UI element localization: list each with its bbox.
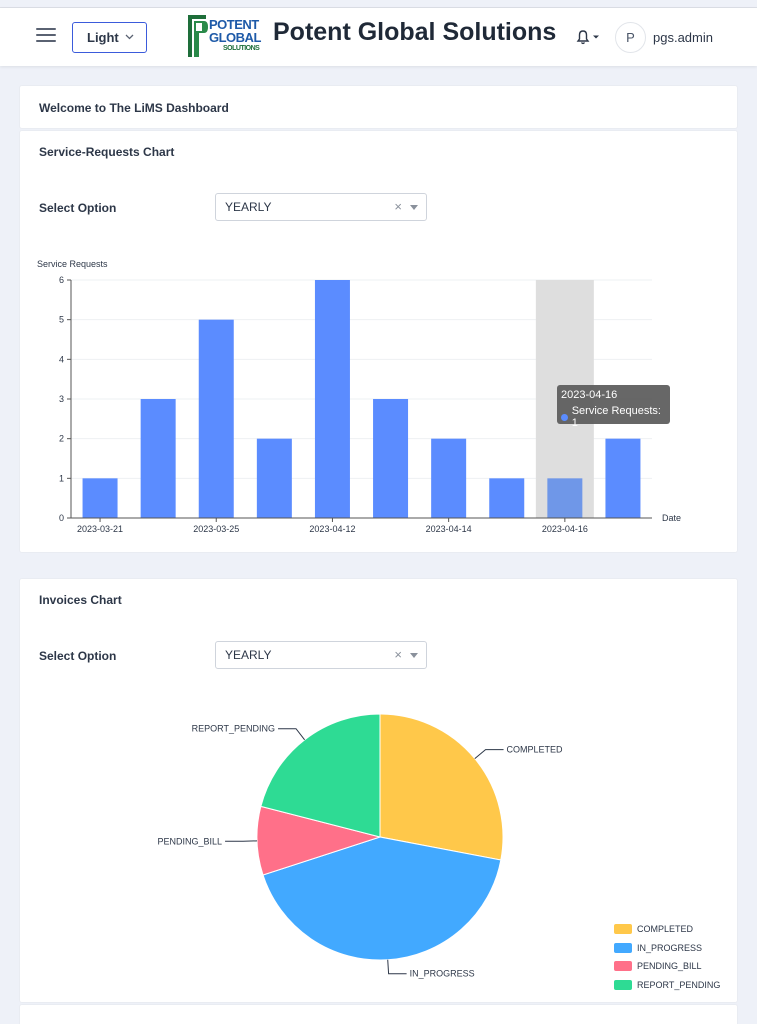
service-requests-card: Service-Requests Chart Select Option YEA… bbox=[19, 130, 738, 553]
theme-label: Light bbox=[87, 30, 119, 45]
legend-item[interactable]: IN_PROGRESS bbox=[614, 939, 720, 958]
y-tick-label: 0 bbox=[59, 513, 64, 523]
bar bbox=[373, 399, 409, 518]
invoice-select-value: YEARLY bbox=[225, 648, 272, 662]
dropdown-caret-icon[interactable] bbox=[410, 653, 418, 658]
y-tick-label: 4 bbox=[59, 354, 64, 364]
bar bbox=[198, 319, 234, 518]
dropdown-caret-icon[interactable] bbox=[410, 205, 418, 210]
notification-bell-icon[interactable] bbox=[575, 28, 603, 46]
legend-swatch bbox=[614, 942, 632, 953]
legend-label: COMPLETED bbox=[637, 924, 694, 935]
bar bbox=[140, 399, 176, 518]
x-tick-label: 2023-03-21 bbox=[77, 524, 123, 534]
pie-label-leader bbox=[278, 728, 306, 741]
app-header: Light POTENT GLOBAL SOLUTIONS Potent Glo… bbox=[0, 8, 757, 66]
pie-label: REPORT_PENDING bbox=[192, 724, 275, 734]
logo-line-2: GLOBAL bbox=[209, 30, 261, 45]
service-period-select[interactable]: YEARLY × bbox=[215, 193, 427, 221]
y-tick-label: 3 bbox=[59, 394, 64, 404]
service-requests-bar-chart: Service Requests 0 1 2 3 4 5 6 2023-03-21 2023-03… bbox=[37, 259, 681, 534]
x-tick-label: 2023-04-12 bbox=[309, 524, 355, 534]
next-card bbox=[19, 1004, 738, 1024]
bar bbox=[547, 478, 583, 518]
chevron-down-icon bbox=[125, 34, 134, 40]
pie-label: COMPLETED bbox=[507, 745, 564, 755]
x-axis-title: Date bbox=[662, 513, 681, 523]
x-tick-label: 2023-04-14 bbox=[426, 524, 472, 534]
legend-item[interactable]: REPORT_PENDING bbox=[614, 976, 720, 995]
pie-slice bbox=[262, 836, 502, 961]
invoice-period-select[interactable]: YEARLY × bbox=[215, 641, 427, 669]
bar bbox=[489, 478, 525, 518]
bar bbox=[314, 280, 350, 518]
bar bbox=[431, 438, 467, 518]
logo-line-3: SOLUTIONS bbox=[223, 45, 260, 52]
legend-swatch bbox=[614, 979, 632, 990]
y-tick-label: 5 bbox=[59, 315, 64, 325]
legend-swatch bbox=[614, 961, 632, 972]
username[interactable]: pgs.admin bbox=[653, 30, 713, 45]
legend-label: PENDING_BILL bbox=[637, 961, 702, 972]
service-select-label: Select Option bbox=[39, 201, 117, 215]
welcome-title: Welcome to The LiMS Dashboard bbox=[39, 101, 229, 115]
x-tick-label: 2023-03-25 bbox=[193, 524, 239, 534]
welcome-card: Welcome to The LiMS Dashboard bbox=[19, 85, 738, 129]
bar bbox=[82, 478, 118, 518]
clear-icon[interactable]: × bbox=[394, 647, 402, 662]
logo-wordmark: POTENT GLOBAL SOLUTIONS bbox=[209, 18, 261, 53]
pie-label: IN_PROGRESS bbox=[410, 969, 475, 979]
bar bbox=[256, 438, 292, 518]
service-chart-title: Service-Requests Chart bbox=[39, 145, 175, 159]
invoices-card: Invoices Chart Select Option YEARLY × CO… bbox=[19, 578, 738, 1003]
company-logo bbox=[188, 15, 208, 57]
theme-dropdown[interactable]: Light bbox=[72, 22, 147, 53]
pie-label-leader bbox=[474, 749, 504, 759]
y-axis-title: Service Requests bbox=[37, 259, 108, 269]
logo-line-1: POTENT bbox=[209, 17, 259, 32]
invoices-pie-chart: COMPLETED IN_PROGRESS PENDING_BILL REPORT_P… bbox=[158, 713, 564, 979]
bar bbox=[605, 438, 641, 518]
pie-legend: COMPLETED IN_PROGRESS PENDING_BILL REPORT_P… bbox=[614, 920, 720, 994]
clear-icon[interactable]: × bbox=[394, 199, 402, 214]
service-select-value: YEARLY bbox=[225, 200, 272, 214]
y-tick-label: 1 bbox=[59, 473, 64, 483]
y-tick-label: 6 bbox=[59, 275, 64, 285]
legend-item[interactable]: PENDING_BILL bbox=[614, 957, 720, 976]
y-tick-label: 2 bbox=[59, 434, 64, 444]
legend-swatch bbox=[614, 924, 632, 935]
chart-tooltip: 2023-04-16 Service Requests: 1 bbox=[557, 385, 670, 429]
invoice-chart-title: Invoices Chart bbox=[39, 593, 122, 607]
pie-label-leader bbox=[387, 959, 407, 975]
top-border bbox=[0, 0, 757, 8]
invoice-select-label: Select Option bbox=[39, 649, 117, 663]
pie-label: PENDING_BILL bbox=[158, 836, 223, 846]
site-title: Potent Global Solutions bbox=[273, 18, 557, 46]
pie-slice bbox=[379, 713, 504, 861]
tooltip-series-dot bbox=[561, 413, 568, 421]
hamburger-menu-icon[interactable] bbox=[36, 28, 56, 44]
legend-label: REPORT_PENDING bbox=[637, 979, 721, 990]
legend-label: IN_PROGRESS bbox=[637, 942, 703, 953]
legend-item[interactable]: COMPLETED bbox=[614, 920, 720, 939]
tooltip-value: Service Requests: 1 bbox=[571, 405, 661, 429]
user-avatar[interactable]: P bbox=[615, 22, 646, 53]
tooltip-date: 2023-04-16 bbox=[561, 389, 618, 401]
x-tick-label: 2023-04-16 bbox=[542, 524, 588, 534]
